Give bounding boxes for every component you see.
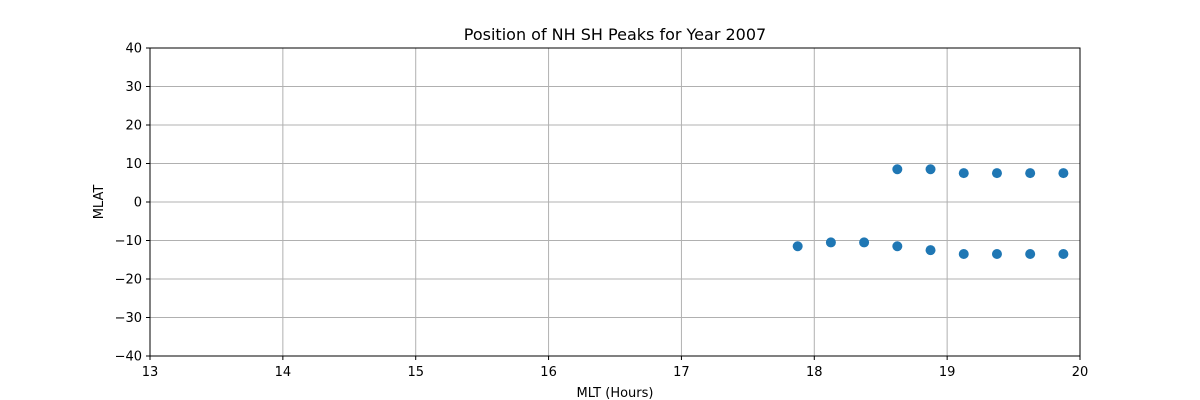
- data-point: [892, 164, 903, 175]
- grid-lines: [149, 47, 1081, 357]
- data-point: [825, 237, 836, 248]
- y-tick-label: −20: [115, 273, 142, 288]
- x-tick-label: 13: [142, 365, 159, 380]
- y-axis-label: MLAT: [92, 185, 107, 220]
- y-tick-label: 40: [125, 42, 142, 57]
- data-point: [991, 248, 1002, 259]
- x-tick-label: 14: [275, 365, 292, 380]
- data-point: [859, 237, 870, 248]
- x-tick-label: 19: [939, 365, 956, 380]
- x-tick-label: 18: [806, 365, 823, 380]
- data-point: [892, 241, 903, 252]
- data-point: [925, 164, 936, 175]
- data-point: [1025, 168, 1036, 179]
- data-point: [925, 245, 936, 256]
- axis-ticks: 13 14 15 16 17 18 19 20 −40 −30 −20 −10 0 10 20 30 40: [115, 42, 1089, 381]
- data-point: [1058, 248, 1069, 259]
- data-point: [1058, 168, 1069, 179]
- x-tick-label: 20: [1072, 365, 1089, 380]
- y-tick-label: 10: [125, 157, 142, 172]
- plot-frame: [149, 47, 1081, 357]
- data-point: [792, 241, 803, 252]
- x-tick-label: 16: [540, 365, 557, 380]
- data-point: [1025, 248, 1036, 259]
- y-tick-label: 20: [125, 119, 142, 134]
- x-axis-label: MLT (Hours): [577, 386, 654, 400]
- data-point: [958, 168, 969, 179]
- y-tick-label: 30: [125, 80, 142, 95]
- x-tick-label: 15: [407, 365, 424, 380]
- y-tick-label: 0: [134, 196, 142, 211]
- y-tick-label: −30: [115, 311, 142, 326]
- x-tick-label: 17: [673, 365, 690, 380]
- data-points: [792, 164, 1069, 259]
- y-tick-label: −40: [115, 350, 142, 365]
- data-point: [958, 248, 969, 259]
- y-tick-label: −10: [115, 234, 142, 249]
- data-point: [991, 168, 1002, 179]
- chart-title: Position of NH SH Peaks for Year 2007: [464, 25, 766, 44]
